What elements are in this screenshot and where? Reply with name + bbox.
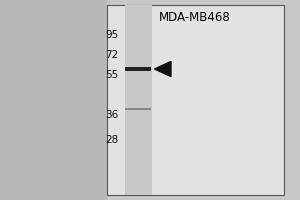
Text: 36: 36	[105, 110, 119, 120]
Bar	[106, 5, 284, 195]
Bar	[0, 0, 106, 200]
Text: 55: 55	[105, 70, 119, 80]
Text: 28: 28	[105, 135, 119, 145]
Bar	[125, 108, 151, 110]
Polygon shape	[154, 61, 171, 77]
Text: 95: 95	[105, 30, 119, 40]
Bar	[125, 67, 151, 71]
Text: MDA-MB468: MDA-MB468	[159, 11, 231, 24]
Bar	[124, 5, 152, 195]
Text: 72: 72	[105, 50, 119, 60]
